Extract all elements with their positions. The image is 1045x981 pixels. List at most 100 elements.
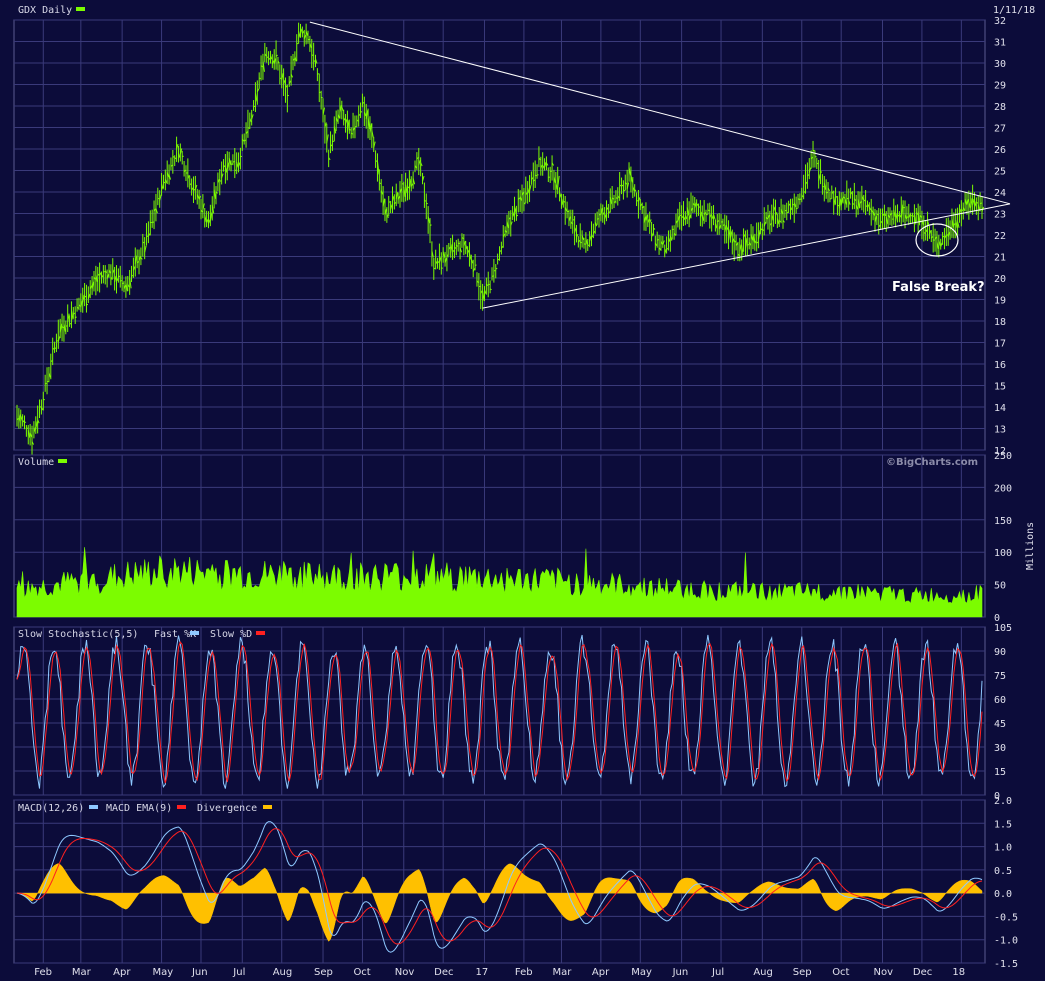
price-close-tick [136,261,139,264]
price-close-tick [639,203,643,207]
y-tick-label: 23 [994,210,1006,221]
price-close-tick [424,199,427,202]
price-close-tick [97,273,100,276]
price-close-tick [87,293,91,299]
price-close-tick [726,226,729,231]
price-close-tick [628,167,632,176]
price-close-tick [367,117,371,130]
price-close-tick [326,134,329,143]
price-close-tick [209,212,213,221]
price-close-tick [89,285,93,290]
price-close-tick [91,281,95,290]
price-close-tick [790,206,793,211]
price-close-tick [346,120,350,132]
price-close-tick [792,203,795,206]
price-close-tick [942,235,945,238]
price-close-tick [70,310,74,320]
y-tick-label: 1.5 [994,819,1012,830]
chart-date: 1/11/18 [993,5,1035,16]
price-close-tick [805,181,808,185]
price-close-tick [692,202,695,206]
price-close-tick [84,295,87,298]
x-tick-label-Aug: Aug [273,967,293,978]
price-close-tick [771,213,774,221]
y-tick-label: 100 [994,548,1012,559]
price-close-tick [606,207,609,211]
price-close-tick [837,204,840,207]
price-close-tick [472,268,476,272]
price-close-tick [179,148,183,155]
price-close-tick [976,201,979,204]
price-close-tick [264,53,267,57]
price-close-tick [925,229,928,233]
price-close-tick [101,274,104,278]
price-close-tick [223,164,226,168]
price-close-tick [846,197,849,200]
price-close-tick [912,215,915,218]
price-close-tick [863,199,866,202]
price-close-tick [138,256,142,261]
price-close-tick [277,60,280,64]
y-tick-label: 22 [994,231,1006,242]
price-close-tick [363,111,367,117]
price-close-tick [309,43,312,49]
price-close-tick [437,261,440,264]
price-close-tick [238,162,241,167]
x-tick-label-Jun: Jun [672,967,689,978]
y-tick-label: 0.0 [994,889,1012,900]
price-close-tick [397,195,401,200]
price-close-tick [904,214,908,220]
price-close-tick [538,157,541,161]
price-close-tick [673,232,677,236]
price-close-tick [322,107,326,116]
price-close-tick [733,240,737,243]
x-tick-label-Feb: Feb [34,967,52,978]
price-close-tick [266,56,269,58]
price-close-tick [928,230,932,235]
price-close-tick [699,211,703,218]
volume-area [16,547,983,618]
price-close-tick [882,213,885,217]
price-close-tick [438,257,442,263]
price-close-tick [269,55,273,60]
y-tick-label: 26 [994,145,1006,156]
price-close-tick [33,427,36,433]
price-close-tick [782,219,785,223]
price-close-tick [224,166,228,173]
price-close-tick [852,202,855,205]
price-close-tick [446,253,449,258]
y-tick-label: 24 [994,188,1006,199]
price-close-tick [728,229,731,241]
price-close-tick [816,162,819,165]
price-close-tick [230,163,233,165]
y-tick-label: 2.0 [994,796,1012,807]
y-tick-label: 28 [994,102,1006,113]
price-close-tick [711,214,714,220]
price-close-tick [585,238,588,245]
price-close-tick [889,213,892,216]
price-close-tick [379,182,382,185]
price-close-tick [110,276,113,281]
price-close-tick [938,240,941,246]
x-tick-label-Apr: Apr [592,967,610,978]
price-close-tick [163,181,166,184]
y-tick-label: 30 [994,59,1006,70]
price-close-tick [395,191,399,200]
volume-panel: 250 200 150 100 50 0 [13,451,1012,624]
price-close-tick [604,214,607,219]
false-break-annotation: False Break? [892,280,985,295]
price-close-tick [893,210,896,218]
price-close-tick [288,80,292,84]
price-close-tick [18,414,21,423]
price-close-tick [39,405,42,408]
x-tick-label-Feb: Feb [515,967,533,978]
price-close-tick [559,192,562,198]
price-close-tick [386,213,389,219]
price-close-tick [763,221,767,227]
price-close-tick [82,294,85,303]
price-close-tick [512,211,515,217]
price-close-tick [885,216,889,225]
price-close-tick [915,212,919,215]
price-close-tick [491,275,494,277]
